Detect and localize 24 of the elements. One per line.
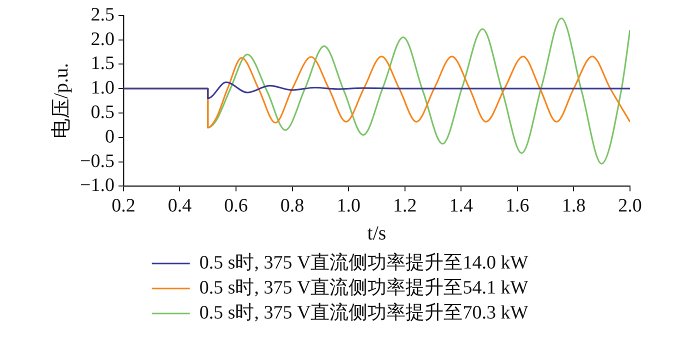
x-tick-label: 2.0: [618, 196, 642, 217]
y-tick-label: 2.5: [90, 4, 114, 26]
x-tick-label: 0.6: [224, 196, 248, 217]
y-tick-label: −0.5: [80, 150, 114, 172]
x-tick-label: 0.4: [168, 196, 192, 217]
y-tick-label: 1.5: [90, 53, 114, 74]
x-tick-label: 1.2: [393, 196, 417, 217]
x-tick-label: 1.6: [506, 196, 530, 217]
y-tick-label: 2.0: [90, 28, 114, 50]
x-tick-label: 1.8: [562, 196, 586, 217]
y-tick-label: 0.5: [90, 102, 114, 123]
line-series: [123, 81, 630, 100]
x-tick-label: 0.8: [280, 196, 304, 217]
y-tick-label: 0: [104, 126, 114, 148]
legend-label: 0.5 s时, 375 V直流侧功率提升至14.0 kW: [199, 251, 528, 274]
y-tick-label: −1.0: [80, 175, 114, 196]
x-axis-title: t/s: [367, 222, 386, 244]
legend-label: 0.5 s时, 375 V直流侧功率提升至54.1 kW: [199, 276, 528, 298]
x-tick-label: 1.4: [449, 196, 474, 217]
y-tick-label: 1.0: [90, 78, 114, 99]
legend-label: 0.5 s时, 375 V直流侧功率提升至70.3 kW: [199, 301, 528, 324]
x-tick-label: 1.0: [336, 196, 360, 217]
x-tick-label: 0.2: [112, 196, 136, 217]
y-axis-title: 电压/p.u.: [50, 63, 72, 139]
